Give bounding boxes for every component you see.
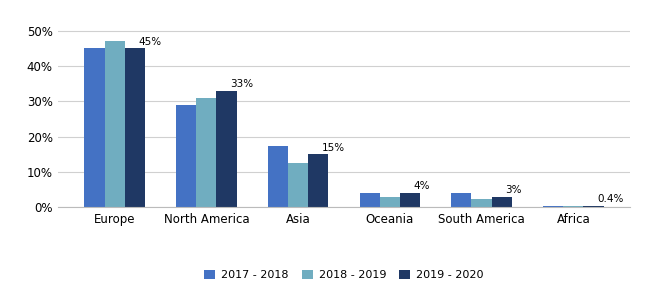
Bar [543, 206, 563, 207]
Text: 3%: 3% [506, 185, 522, 195]
Bar [268, 145, 288, 207]
Text: 15%: 15% [322, 143, 345, 153]
Bar [308, 154, 328, 207]
Text: 45%: 45% [138, 37, 162, 47]
Text: 4%: 4% [413, 181, 430, 192]
Bar [360, 193, 380, 207]
Bar [84, 48, 104, 207]
Bar [217, 91, 237, 207]
Bar [451, 193, 471, 207]
Bar [196, 98, 217, 207]
Text: 0.4%: 0.4% [597, 194, 624, 204]
Bar [583, 206, 604, 207]
Bar [471, 198, 492, 207]
Legend: 2017 - 2018, 2018 - 2019, 2019 - 2020: 2017 - 2018, 2018 - 2019, 2019 - 2020 [200, 265, 488, 285]
Bar [563, 206, 583, 207]
Bar [104, 41, 125, 207]
Bar [492, 197, 512, 207]
Bar [400, 193, 420, 207]
Bar [380, 197, 400, 207]
Bar [125, 48, 145, 207]
Bar [176, 105, 196, 207]
Bar [288, 163, 308, 207]
Text: 33%: 33% [230, 79, 253, 89]
